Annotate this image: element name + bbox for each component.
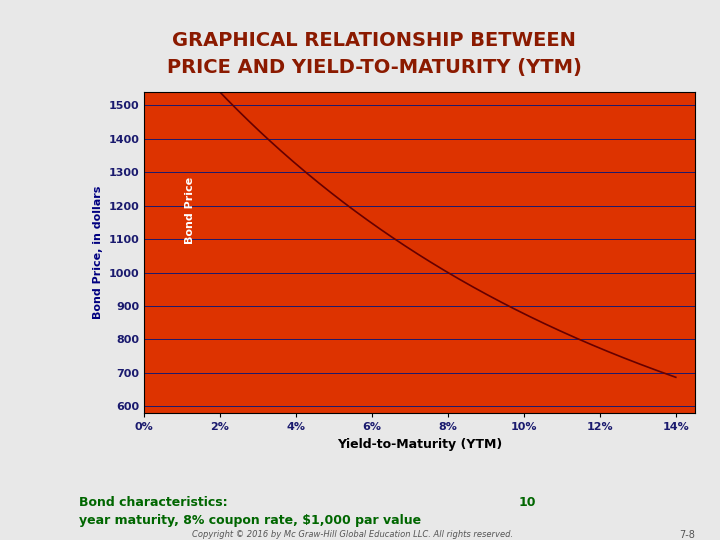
Text: Bond Price: Bond Price xyxy=(184,177,194,244)
Text: GRAPHICAL RELATIONSHIP BETWEEN: GRAPHICAL RELATIONSHIP BETWEEN xyxy=(173,31,576,50)
X-axis label: Yield-to-Maturity (YTM): Yield-to-Maturity (YTM) xyxy=(337,438,502,451)
Text: 7-8: 7-8 xyxy=(679,530,695,540)
Y-axis label: Bond Price, in dollars: Bond Price, in dollars xyxy=(93,186,103,319)
Text: PRICE AND YIELD-TO-MATURITY (YTM): PRICE AND YIELD-TO-MATURITY (YTM) xyxy=(167,58,582,77)
Text: 10: 10 xyxy=(518,496,536,509)
Text: Bond characteristics:: Bond characteristics: xyxy=(79,496,228,509)
Text: Copyright © 2016 by Mc Graw-Hill Global Education LLC. All rights reserved.: Copyright © 2016 by Mc Graw-Hill Global … xyxy=(192,530,513,539)
Text: year maturity, 8% coupon rate, $1,000 par value: year maturity, 8% coupon rate, $1,000 pa… xyxy=(79,514,421,527)
